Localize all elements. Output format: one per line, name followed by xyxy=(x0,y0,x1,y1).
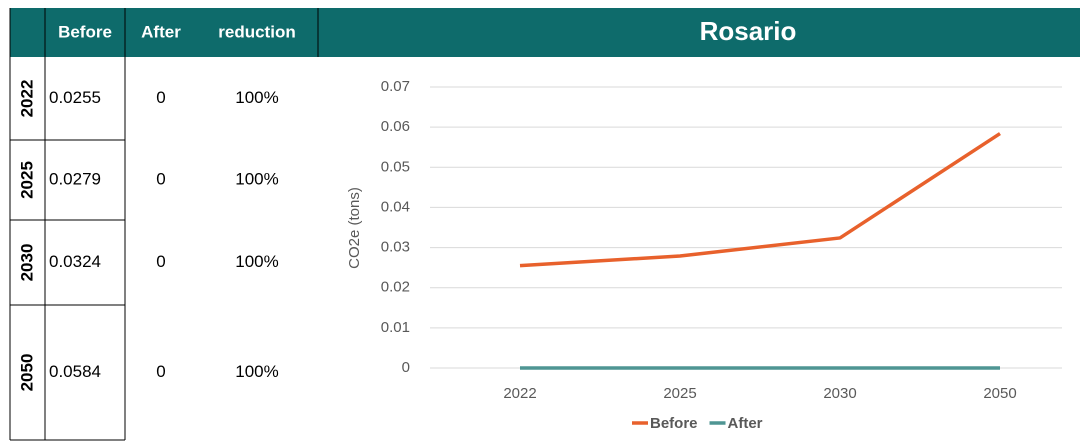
row-label: 2025 xyxy=(17,161,36,199)
legend-label: After xyxy=(728,415,763,432)
table-cell: 0 xyxy=(156,88,165,107)
table-cell: 100% xyxy=(235,169,278,188)
table-cell: 0.0324 xyxy=(49,252,101,271)
table-cell: 100% xyxy=(235,362,278,381)
x-tick-label: 2030 xyxy=(823,385,856,402)
x-tick-label: 2022 xyxy=(503,385,536,402)
y-tick-label: 0.05 xyxy=(381,158,410,175)
table-cell: 0.0255 xyxy=(49,88,101,107)
row-label: 2022 xyxy=(17,80,36,118)
column-header: reduction xyxy=(218,22,295,41)
x-tick-label: 2025 xyxy=(663,385,696,402)
data-line xyxy=(519,132,1001,268)
column-header: After xyxy=(141,22,181,41)
table-cell: 0 xyxy=(156,362,165,381)
y-tick-label: 0.06 xyxy=(381,118,410,135)
table-cell: 0 xyxy=(156,252,165,271)
table-cell: 0.0279 xyxy=(49,169,101,188)
row-label: 2050 xyxy=(17,354,36,392)
y-tick-label: 0 xyxy=(402,359,410,376)
y-tick-label: 0.01 xyxy=(381,319,410,336)
row-label: 2030 xyxy=(17,244,36,282)
legend-label: Before xyxy=(650,415,698,432)
y-tick-label: 0.03 xyxy=(381,239,410,256)
header-bar xyxy=(10,8,1080,57)
table-cell: 100% xyxy=(235,252,278,271)
y-tick-label: 0.07 xyxy=(381,78,410,95)
y-tick-label: 0.02 xyxy=(381,279,410,296)
x-tick-label: 2050 xyxy=(983,385,1016,402)
table-cell: 0 xyxy=(156,169,165,188)
y-tick-label: 0.04 xyxy=(381,198,410,215)
chart-title: Rosario xyxy=(700,16,797,46)
y-axis-label: CO2e (tons) xyxy=(346,187,363,269)
column-header: Before xyxy=(58,22,112,41)
table-cell: 100% xyxy=(235,88,278,107)
table-cell: 0.0584 xyxy=(49,362,101,381)
